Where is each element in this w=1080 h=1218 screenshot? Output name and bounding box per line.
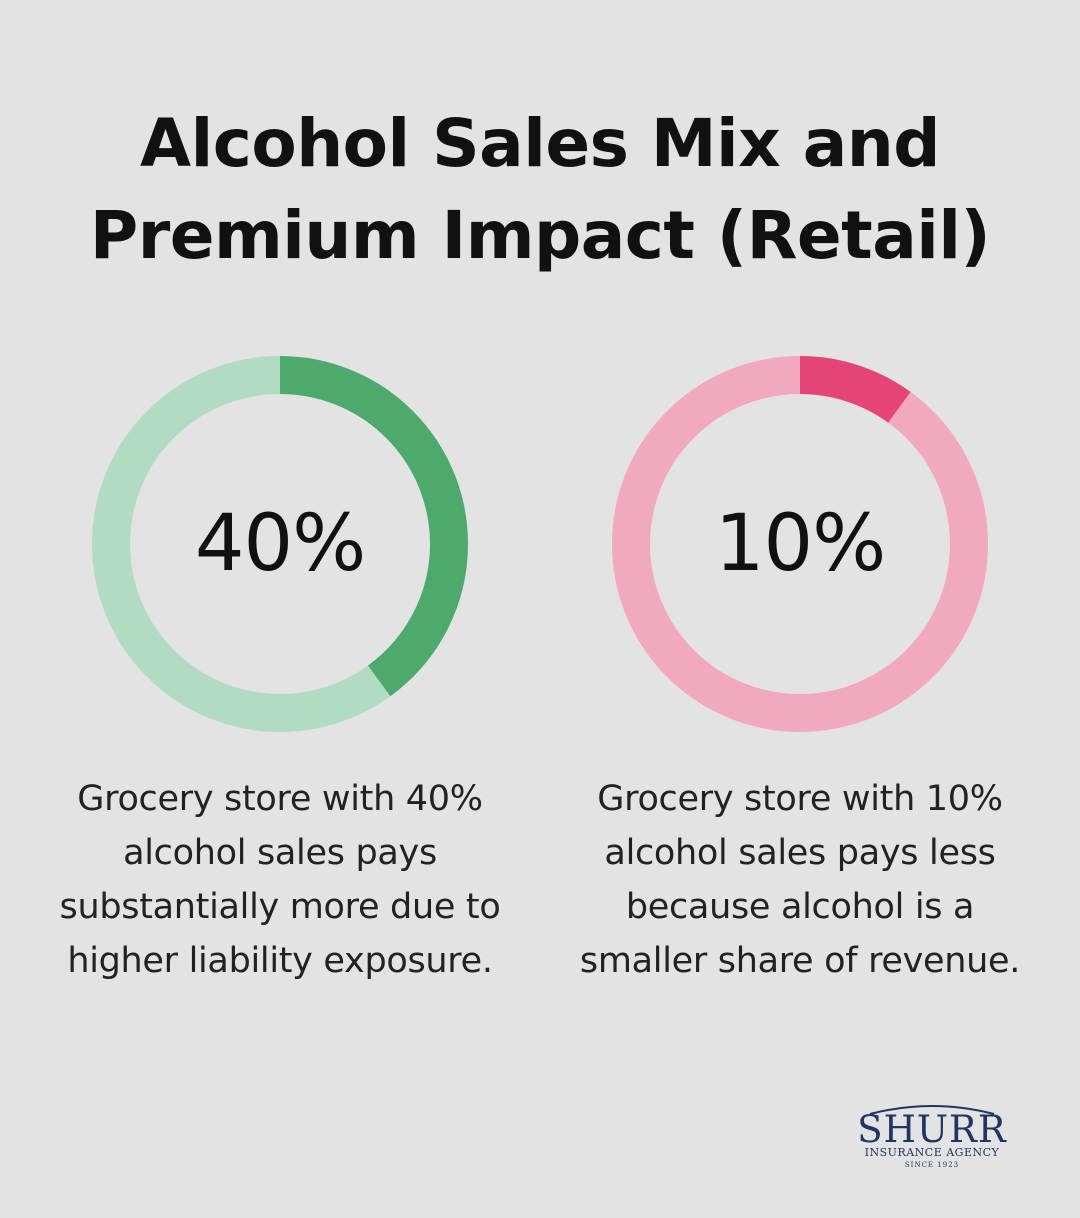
logo-subtitle: INSURANCE AGENCY [864, 1146, 1000, 1159]
logo-name: SHURR [857, 1108, 1007, 1151]
description-left: Grocery store with 40% alcohol sales pay… [59, 779, 501, 981]
donut-value-label-left: 40% [194, 499, 366, 589]
shurr-logo: SHURR INSURANCE AGENCY SINCE 1923 [842, 1100, 1022, 1174]
donut-value-label-right: 10% [714, 499, 886, 589]
logo-since: SINCE 1923 [904, 1161, 960, 1169]
title-line-1: Alcohol Sales Mix and [140, 105, 940, 182]
description-right: Grocery store with 10% alcohol sales pay… [579, 779, 1021, 981]
page-title: Alcohol Sales Mix and Premium Impact (Re… [0, 98, 1080, 282]
donut-svg-right [612, 356, 988, 732]
donut-chart-right: 10% [610, 354, 990, 734]
title-line-2: Premium Impact (Retail) [89, 197, 991, 274]
logo-arc-icon [869, 1105, 995, 1115]
donut-segment-right [612, 356, 988, 732]
donut-chart-left: 40% [90, 354, 470, 734]
donut-svg-left [92, 356, 468, 732]
donut-segment-left [92, 356, 468, 732]
